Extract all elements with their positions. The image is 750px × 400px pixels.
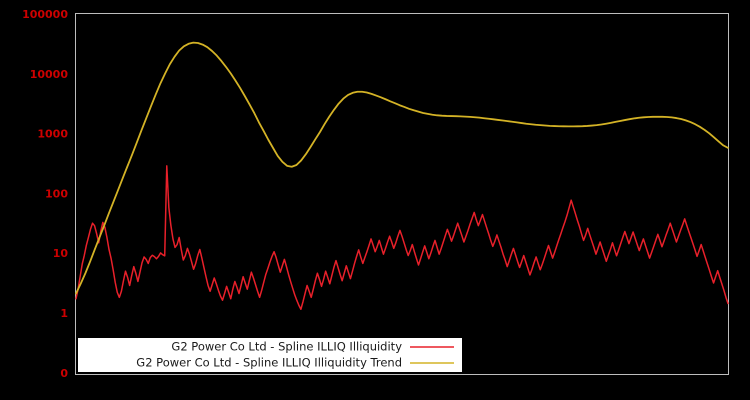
y-axis-tick-label: 0 xyxy=(60,367,68,380)
data-series-group xyxy=(75,41,729,311)
y-axis-tick-label: 1 xyxy=(60,307,68,320)
y-axis-tick-label: 10 xyxy=(53,247,69,260)
y-axis-tick-label: 10000 xyxy=(30,68,69,81)
plot-frame xyxy=(75,13,729,375)
legend-label: G2 Power Co Ltd - Spline ILLIQ Illiquidi… xyxy=(136,356,402,370)
y-axis-tick-label: 100000 xyxy=(22,8,68,21)
series-line xyxy=(75,165,729,311)
legend-label: G2 Power Co Ltd - Spline ILLIQ Illiquidi… xyxy=(171,340,402,354)
series-line xyxy=(75,41,729,295)
chart-legend[interactable]: G2 Power Co Ltd - Spline ILLIQ Illiquidi… xyxy=(78,338,462,372)
y-axis-tick-label: 1000 xyxy=(37,128,68,141)
legend-background xyxy=(78,338,462,372)
y-axis-tick-label: 100 xyxy=(45,187,68,200)
